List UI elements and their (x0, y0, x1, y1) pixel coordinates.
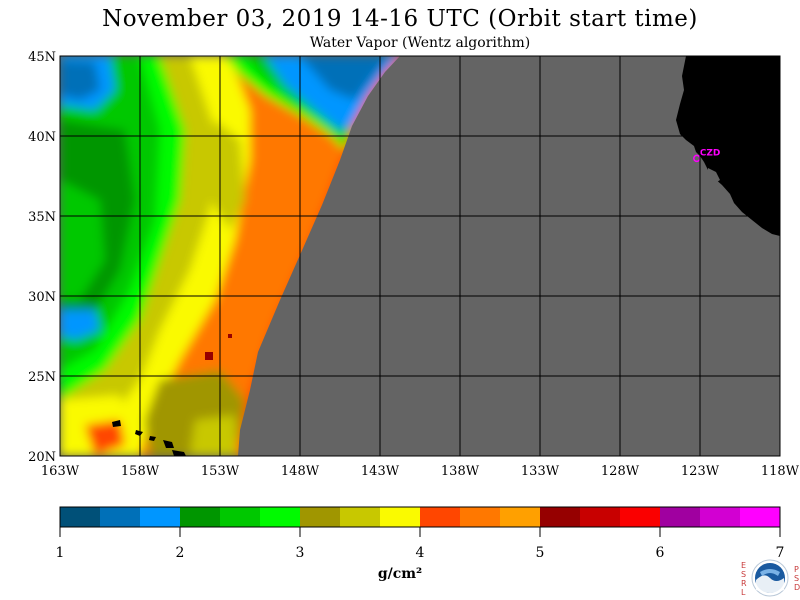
latitude-label: 20N (28, 450, 56, 465)
color-scale-swatch (140, 507, 181, 527)
longitude-label: 138W (441, 464, 480, 479)
color-scale-unit: g/cm² (378, 566, 422, 582)
color-scale-tick-label: 4 (416, 545, 425, 561)
color-scale-swatch (420, 507, 461, 527)
longitude-label: 123W (681, 464, 720, 479)
longitude-label: 118W (761, 464, 800, 479)
longitude-label: 148W (281, 464, 320, 479)
hawaii-islands (112, 420, 186, 456)
color-scale-swatch (580, 507, 621, 527)
color-scale-tick-label: 2 (176, 545, 185, 561)
latitude-label: 45N (28, 50, 56, 65)
color-scale-swatch (460, 507, 501, 527)
longitude-label: 143W (361, 464, 400, 479)
land-mass (676, 56, 780, 236)
color-scale-swatch (260, 507, 301, 527)
color-scale-bar (59, 506, 781, 528)
bay-inlet (708, 168, 720, 184)
color-scale-swatch (220, 507, 261, 527)
latitude-label: 25N (28, 370, 56, 385)
longitude-labels: 163W 158W 153W 148W 143W 138W 133W 128W 123W 118W (41, 464, 800, 479)
color-scale-swatch (620, 507, 661, 527)
station-label: CZD (700, 148, 721, 158)
color-scale-tick-label: 1 (56, 545, 65, 561)
color-scale-tick-label: 5 (536, 545, 545, 561)
color-scale-swatch (660, 507, 701, 527)
longitude-label: 163W (41, 464, 80, 479)
color-scale-swatch (380, 507, 421, 527)
color-scale-swatch (500, 507, 541, 527)
color-scale-swatch (60, 507, 101, 527)
lat-lon-grid (60, 56, 780, 456)
longitude-label: 133W (521, 464, 560, 479)
latitude-label: 40N (28, 130, 56, 145)
latitude-labels: 45N 40N 35N 30N 25N 20N (28, 50, 56, 465)
map-title: November 03, 2019 14-16 UTC (Orbit start… (102, 6, 698, 32)
color-scale-swatch (540, 507, 581, 527)
latitude-label: 30N (28, 290, 56, 305)
color-scale-swatch (340, 507, 381, 527)
latitude-label: 35N (28, 210, 56, 225)
longitude-label: 158W (121, 464, 160, 479)
map-subtitle: Water Vapor (Wentz algorithm) (309, 35, 531, 51)
color-scale-tick-label: 7 (776, 545, 785, 561)
color-scale-tick-label: 6 (656, 545, 665, 561)
longitude-label: 128W (601, 464, 640, 479)
longitude-label: 153W (201, 464, 240, 479)
color-scale-ticks: 1 2 3 4 5 6 7 (56, 527, 785, 561)
color-scale-swatch (700, 507, 741, 527)
color-scale-swatch (300, 507, 341, 527)
color-scale-swatch (740, 507, 781, 527)
color-scale-swatch (100, 507, 141, 527)
color-scale-tick-label: 3 (296, 545, 305, 561)
color-scale-swatch (180, 507, 221, 527)
map-frame (59, 55, 781, 457)
